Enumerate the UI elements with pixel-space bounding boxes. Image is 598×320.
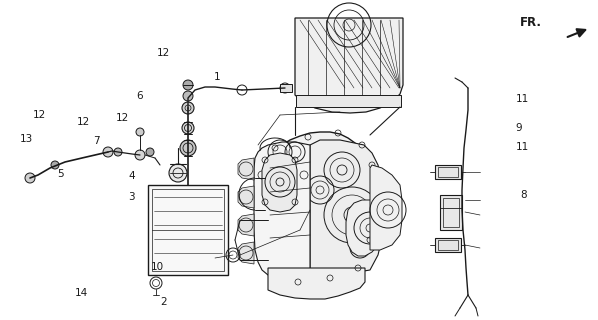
Text: 13: 13 [20,134,33,144]
Circle shape [51,161,59,169]
Polygon shape [370,165,402,250]
Text: 3: 3 [129,192,135,202]
Polygon shape [268,268,365,299]
Text: 4: 4 [129,171,135,181]
Circle shape [146,148,154,156]
Text: 12: 12 [77,116,90,127]
Circle shape [183,91,193,101]
Polygon shape [238,186,254,208]
Bar [443,198,459,227]
Text: 2: 2 [160,297,167,308]
Text: 6: 6 [136,91,143,101]
Polygon shape [238,158,254,180]
Circle shape [180,140,196,156]
Circle shape [169,164,187,182]
Circle shape [182,122,194,134]
Polygon shape [310,140,384,280]
Text: 1: 1 [214,72,221,82]
Bar [438,167,458,177]
Text: 12: 12 [33,110,46,120]
Bar [280,84,292,92]
Text: 9: 9 [515,123,522,133]
Circle shape [135,150,145,160]
Bar [152,189,224,271]
Circle shape [182,102,194,114]
Text: 8: 8 [520,190,527,200]
Polygon shape [254,142,310,280]
Text: 14: 14 [75,288,88,298]
Text: 7: 7 [93,136,99,146]
Polygon shape [262,153,297,212]
Bar [438,240,458,250]
Text: 12: 12 [115,113,129,124]
Bar [148,185,228,275]
Text: 5: 5 [57,169,63,180]
Polygon shape [238,214,254,236]
Text: 11: 11 [515,94,529,104]
Bar [440,195,462,230]
Text: FR.: FR. [520,16,542,29]
Polygon shape [268,132,370,290]
Text: 12: 12 [157,48,170,58]
Circle shape [103,147,113,157]
Polygon shape [346,200,384,256]
Polygon shape [295,18,403,113]
Text: 11: 11 [515,142,529,152]
Circle shape [114,148,122,156]
Bar [435,165,461,179]
Bar [296,95,401,107]
Text: 10: 10 [151,262,164,272]
Circle shape [25,173,35,183]
Circle shape [136,128,144,136]
Bar [435,238,461,252]
Circle shape [183,80,193,90]
Polygon shape [238,242,254,264]
